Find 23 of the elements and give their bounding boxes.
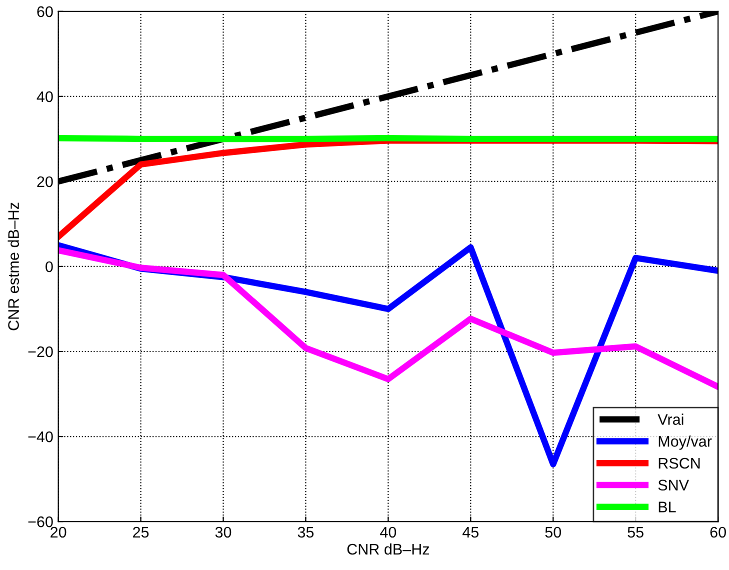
y-axis-title: CNR estme dB–Hz	[8, 202, 19, 330]
legend-label: RSCN	[658, 458, 700, 469]
legend-label: Moy/var	[658, 436, 712, 450]
x-tick-label: 20	[50, 526, 66, 538]
x-axis-title: CNR dB–Hz	[347, 543, 430, 555]
y-tick-label: 20	[37, 176, 53, 188]
x-tick-label: 55	[628, 526, 644, 538]
y-tick-label: 40	[36, 91, 53, 102]
x-tick-label: 45	[462, 526, 479, 538]
legend-label: BL	[658, 502, 676, 512]
x-tick-label: 25	[133, 526, 149, 538]
y-tick-label: 60	[37, 6, 53, 18]
y-tick-label: 0	[46, 261, 53, 272]
y-tick-label: −60	[28, 516, 53, 528]
legend-label: Vrai	[658, 414, 684, 425]
y-tick-label: −20	[28, 346, 53, 358]
x-tick-label: 35	[298, 526, 314, 538]
y-tick-label: −40	[28, 431, 53, 442]
x-tick-label: 60	[710, 526, 726, 538]
x-tick-label: 50	[545, 526, 562, 538]
legend-label: SNV	[658, 480, 689, 491]
x-tick-label: 30	[215, 526, 232, 538]
x-tick-label: 40	[380, 526, 396, 538]
